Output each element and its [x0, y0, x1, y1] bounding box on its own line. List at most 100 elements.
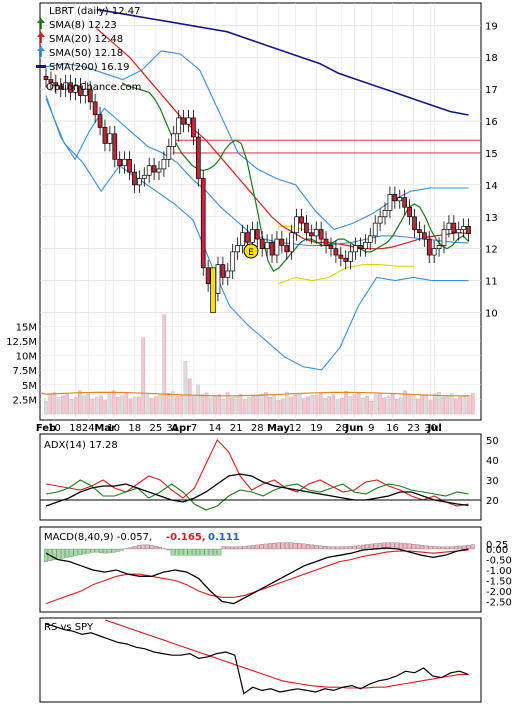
candle-body: [289, 232, 295, 253]
candle-body: [43, 76, 49, 80]
macd-histogram-bar: [382, 542, 386, 550]
macd-histogram-bar: [145, 544, 150, 550]
candle-body: [456, 229, 462, 234]
candle-body: [141, 174, 147, 179]
candle-body: [318, 229, 324, 240]
candle-body: [451, 222, 457, 234]
candle-body: [358, 245, 363, 250]
macd-histogram-bar: [77, 548, 82, 556]
candle-body: [387, 194, 393, 211]
volume-bar: [124, 393, 129, 415]
volume-bar: [132, 396, 137, 415]
macd-histogram-bar: [432, 546, 437, 550]
macd-histogram-bar: [449, 546, 454, 550]
date-label: Jun: [344, 423, 363, 434]
volume-tick-label: 10M: [16, 352, 37, 363]
volume-bar: [242, 398, 247, 415]
price-tick-label: 17: [485, 85, 498, 96]
volume-tick-label: 12.5M: [6, 337, 37, 348]
macd-histogram-bar: [360, 544, 365, 550]
macd-histogram-bar: [268, 543, 272, 550]
candle-body: [73, 85, 78, 93]
price-tick-label: 14: [485, 181, 498, 192]
volume-bar: [259, 393, 264, 415]
rs-sma-line: [105, 619, 469, 689]
price-tick-label: 13: [485, 213, 498, 224]
macd-histogram-bar: [394, 542, 399, 550]
candle-body: [333, 248, 339, 256]
macd-histogram-bar: [65, 548, 70, 558]
candle-body: [156, 168, 162, 173]
candle-body: [97, 114, 103, 128]
macd-histogram-bar: [352, 545, 357, 550]
macd-histogram: [44, 542, 475, 562]
macd-tick-label: 0.25: [486, 540, 508, 551]
macd-histogram-bar: [111, 548, 116, 553]
volume-bar: [94, 397, 99, 415]
rs-panel: RS vs SPY: [39, 617, 482, 703]
volume-bar: [399, 397, 403, 415]
macd-histogram-bar: [445, 546, 450, 550]
date-label: Feb: [36, 423, 56, 434]
candle-body: [107, 133, 113, 144]
macd-histogram-bar: [407, 543, 412, 550]
volume-bar: [103, 400, 107, 415]
macd-histogram-bar: [73, 548, 78, 556]
volume-bar: [310, 395, 315, 415]
macd-tick-label: -1.00: [486, 566, 512, 577]
candle-body: [220, 264, 226, 278]
adx-line: [45, 473, 469, 507]
date-label: Jul: [427, 423, 442, 434]
legend-label: SMA(8) 12.23: [49, 20, 117, 31]
macd-label: MACD(8,40,9) -0.057,: [44, 532, 152, 543]
volume-bar: [225, 392, 230, 415]
macd-histogram-bar: [103, 548, 108, 554]
watermark-text: OptionChance.com: [46, 82, 141, 93]
moving-averages: [45, 8, 469, 272]
candle-body: [426, 238, 432, 256]
candle-body: [254, 229, 260, 240]
volume-bar: [107, 393, 112, 415]
candle-body: [397, 197, 403, 202]
macd-histogram-bar: [204, 548, 209, 556]
date-label: 21: [230, 423, 243, 434]
volume-bar: [344, 391, 348, 415]
macd-histogram-bar: [251, 545, 255, 550]
volume-axis-ticks: 2.5M 5M 7.5M 10M 12.5M 15M: [6, 322, 37, 406]
volume-bar: [428, 400, 433, 415]
candle-body: [92, 101, 98, 116]
volume-tick-label: 15M: [16, 322, 37, 333]
candle-body: [338, 254, 344, 259]
date-label: 25: [149, 423, 162, 434]
volume-bar: [297, 393, 302, 415]
legend-label: SMA(50) 12.18: [49, 48, 123, 59]
macd-histogram-bar: [183, 548, 188, 556]
price-tick-label: 11: [485, 277, 498, 288]
volume-bar: [454, 398, 458, 415]
candle-body: [166, 146, 172, 160]
volume-bar: [272, 395, 276, 415]
candle-body: [137, 178, 142, 186]
macd-histogram-bar: [441, 546, 446, 550]
volume-bar: [403, 390, 407, 415]
price-candles: [43, 68, 471, 313]
volume-bar: [154, 396, 158, 415]
macd-histogram-bar: [98, 548, 103, 554]
macd-histogram-bar: [166, 548, 171, 551]
macd-histogram-bar: [217, 548, 222, 556]
macd-histogram-bar: [344, 546, 348, 550]
date-label: Mar: [94, 423, 116, 434]
earnings-event-badge: E: [243, 243, 259, 259]
date-label: 23: [407, 423, 420, 434]
rs-line: [45, 623, 469, 695]
candle-body: [78, 85, 83, 96]
candle-body: [176, 117, 182, 135]
candle-body: [294, 216, 299, 234]
adx-tick-label: 30: [486, 476, 499, 487]
macd-histogram-bar: [289, 542, 294, 550]
date-label: 24: [82, 423, 95, 434]
candle-body: [53, 82, 59, 87]
macd-histogram-bar: [107, 548, 112, 554]
volume-bar: [208, 397, 213, 415]
macd-histogram-bar: [259, 544, 264, 550]
